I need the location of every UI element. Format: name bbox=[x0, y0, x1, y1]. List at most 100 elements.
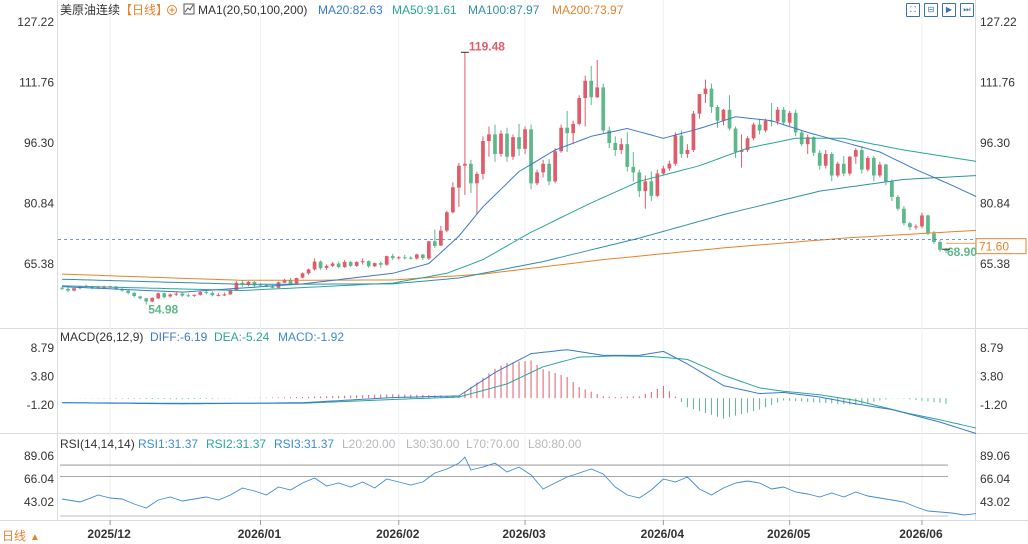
x-tick-label: 2026/05 bbox=[767, 527, 811, 541]
rsi-l20: L20:20.00 bbox=[342, 437, 396, 451]
candle-body bbox=[793, 112, 798, 133]
rsi-tick-right: 89.06 bbox=[980, 449, 1010, 463]
candle-body bbox=[246, 281, 251, 286]
x-tick-label: 2025/12 bbox=[87, 527, 131, 541]
candle-body bbox=[342, 261, 347, 268]
play-icon[interactable]: ▶ bbox=[942, 3, 956, 17]
macd-diff-value: DIFF:-6.19 bbox=[150, 330, 208, 344]
fit-icon[interactable]: ⛶ bbox=[906, 3, 920, 17]
candle-body bbox=[372, 263, 377, 267]
candle-body bbox=[414, 254, 419, 259]
candle-body bbox=[114, 286, 118, 289]
main-indicator-label[interactable]: MA1(20,50,100,200) bbox=[198, 3, 307, 17]
candle-body bbox=[703, 88, 708, 95]
last-annotation: 68.90 bbox=[947, 245, 977, 259]
candle-body bbox=[126, 290, 131, 293]
candle-body bbox=[733, 128, 738, 153]
candle-body bbox=[643, 181, 648, 192]
candle-body bbox=[835, 163, 840, 176]
low-annotation: 54.98 bbox=[148, 303, 178, 317]
candle-body bbox=[432, 241, 437, 246]
candle-body bbox=[60, 287, 64, 289]
candle-body bbox=[559, 127, 563, 152]
price-tick-right: 65.38 bbox=[980, 257, 1010, 271]
candle-body bbox=[312, 261, 317, 270]
candle-body bbox=[679, 135, 684, 154]
macd-tick-left: 3.80 bbox=[31, 369, 55, 383]
candle-body bbox=[360, 261, 365, 263]
candle-body bbox=[619, 144, 624, 151]
candle-body bbox=[90, 286, 94, 288]
x-tick-label: 2026/04 bbox=[641, 527, 685, 541]
x-tick-label: 2026/06 bbox=[899, 527, 943, 541]
rsi2-value: RSI2:31.37 bbox=[206, 437, 266, 451]
macd-diff-line bbox=[61, 349, 977, 434]
price-tick-right: 111.76 bbox=[980, 76, 1015, 90]
rsi-tick-left: 43.02 bbox=[24, 495, 54, 509]
candle-body bbox=[859, 150, 864, 170]
ref-price-label: 71.60 bbox=[979, 240, 1009, 254]
candle-body bbox=[318, 261, 323, 269]
ma200-line bbox=[61, 229, 977, 281]
candle-body bbox=[505, 133, 509, 157]
candle-body bbox=[535, 172, 539, 184]
candle-body bbox=[234, 282, 239, 291]
macd-tick-left: 8.79 bbox=[31, 341, 55, 355]
candle-body bbox=[439, 230, 443, 246]
candle-body bbox=[150, 297, 155, 302]
price-tick-right: 80.84 bbox=[980, 197, 1010, 211]
macd-title[interactable]: MACD(26,12,9) bbox=[60, 330, 143, 344]
candle-body bbox=[469, 163, 473, 184]
rsi-l70: L70:70.00 bbox=[466, 437, 520, 451]
x-tick-label: 2026/02 bbox=[376, 527, 420, 541]
candle-body bbox=[222, 294, 227, 296]
candle-body bbox=[300, 273, 305, 278]
price-tick-left: 96.30 bbox=[24, 136, 54, 150]
indicator-icon[interactable] bbox=[183, 3, 195, 15]
candle-body bbox=[655, 173, 660, 196]
candle-body bbox=[553, 151, 557, 182]
candle-body bbox=[871, 157, 876, 176]
price-tick-right: 127.22 bbox=[980, 15, 1017, 29]
candle-body bbox=[745, 138, 750, 151]
period-selector[interactable]: 日线 ▲ bbox=[2, 529, 40, 543]
candle-body bbox=[493, 134, 497, 154]
zoom-icon[interactable]: ⊟ bbox=[924, 3, 938, 17]
ref-price-box bbox=[975, 238, 1027, 255]
candle-body bbox=[282, 280, 287, 283]
candle-body bbox=[565, 127, 569, 134]
candle-body bbox=[607, 130, 612, 143]
candle-body bbox=[577, 97, 582, 124]
candle-body bbox=[451, 187, 455, 213]
price-tick-left: 80.84 bbox=[24, 197, 54, 211]
candle-body bbox=[811, 137, 816, 153]
period-label[interactable]: 【日线】 bbox=[120, 3, 168, 17]
next-icon[interactable]: ⏭ bbox=[960, 3, 974, 17]
period-selector-label[interactable]: 日线 bbox=[2, 529, 26, 543]
candle-body bbox=[102, 287, 106, 289]
candle-body bbox=[944, 249, 948, 251]
macd-tick-left: -1.20 bbox=[27, 398, 55, 412]
candle-body bbox=[330, 263, 335, 266]
candle-body bbox=[348, 261, 353, 266]
candle-body bbox=[914, 226, 918, 228]
rsi-line bbox=[61, 456, 977, 516]
x-tick-label: 2026/03 bbox=[502, 527, 546, 541]
candle-body bbox=[787, 112, 792, 123]
caret-up-icon[interactable]: ▲ bbox=[30, 532, 40, 543]
candle-body bbox=[902, 208, 906, 224]
candle-body bbox=[336, 263, 341, 268]
candle-body bbox=[721, 109, 726, 121]
candle-body bbox=[908, 223, 912, 228]
candle-body bbox=[511, 137, 515, 157]
candle-body bbox=[763, 120, 768, 131]
add-circle-icon[interactable] bbox=[167, 5, 177, 15]
candle-body bbox=[240, 282, 245, 285]
candle-body bbox=[463, 163, 467, 166]
candle-body bbox=[396, 257, 401, 259]
candle-body bbox=[228, 290, 233, 295]
rsi-title[interactable]: RSI(14,14,14) bbox=[60, 437, 135, 451]
candle-body bbox=[258, 284, 263, 286]
candle-body bbox=[926, 215, 930, 234]
